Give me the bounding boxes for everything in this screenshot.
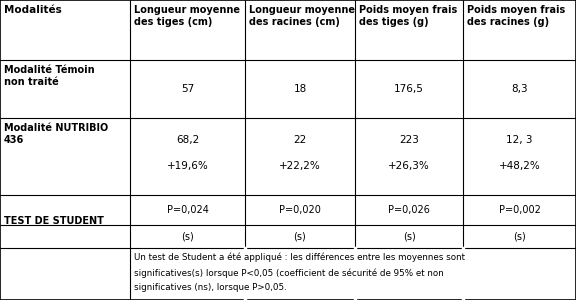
Text: Modalité NUTRIBIO
436: Modalité NUTRIBIO 436 bbox=[4, 123, 108, 145]
Text: (s): (s) bbox=[181, 232, 194, 242]
Text: +26,3%: +26,3% bbox=[388, 161, 430, 171]
Text: significatives(s) lorsque P<0,05 (coefficient de sécurité de 95% et non: significatives(s) lorsque P<0,05 (coeffi… bbox=[134, 268, 444, 278]
Text: (s): (s) bbox=[403, 232, 415, 242]
Text: +48,2%: +48,2% bbox=[499, 161, 540, 171]
Text: P=0,024: P=0,024 bbox=[166, 205, 209, 215]
Text: Longueur moyenne
des racines (cm): Longueur moyenne des racines (cm) bbox=[249, 5, 355, 27]
Text: P=0,026: P=0,026 bbox=[388, 205, 430, 215]
Text: 176,5: 176,5 bbox=[394, 84, 424, 94]
Text: Un test de Student a été appliqué : les différences entre les moyennes sont: Un test de Student a été appliqué : les … bbox=[134, 253, 465, 262]
Text: Longueur moyenne
des tiges (cm): Longueur moyenne des tiges (cm) bbox=[134, 5, 240, 27]
Text: 223: 223 bbox=[399, 135, 419, 145]
Text: 57: 57 bbox=[181, 84, 194, 94]
Text: 12, 3: 12, 3 bbox=[506, 135, 533, 145]
Text: significatives (ns), lorsque P>0,05.: significatives (ns), lorsque P>0,05. bbox=[134, 283, 287, 292]
Text: (s): (s) bbox=[513, 232, 526, 242]
Text: 8,3: 8,3 bbox=[511, 84, 528, 94]
Text: Poids moyen frais
des tiges (g): Poids moyen frais des tiges (g) bbox=[359, 5, 457, 27]
Text: P=0,020: P=0,020 bbox=[279, 205, 321, 215]
Text: +19,6%: +19,6% bbox=[166, 161, 209, 171]
Text: 68,2: 68,2 bbox=[176, 135, 199, 145]
Text: 22: 22 bbox=[293, 135, 306, 145]
Text: P=0,002: P=0,002 bbox=[499, 205, 540, 215]
Text: (s): (s) bbox=[294, 232, 306, 242]
Text: Modalité Témoin
non traité: Modalité Témoin non traité bbox=[4, 65, 94, 87]
Text: +22,2%: +22,2% bbox=[279, 161, 321, 171]
Text: TEST DE STUDENT: TEST DE STUDENT bbox=[4, 217, 104, 226]
Text: Poids moyen frais
des racines (g): Poids moyen frais des racines (g) bbox=[467, 5, 565, 27]
Text: Modalités: Modalités bbox=[4, 5, 62, 15]
Text: 18: 18 bbox=[293, 84, 306, 94]
